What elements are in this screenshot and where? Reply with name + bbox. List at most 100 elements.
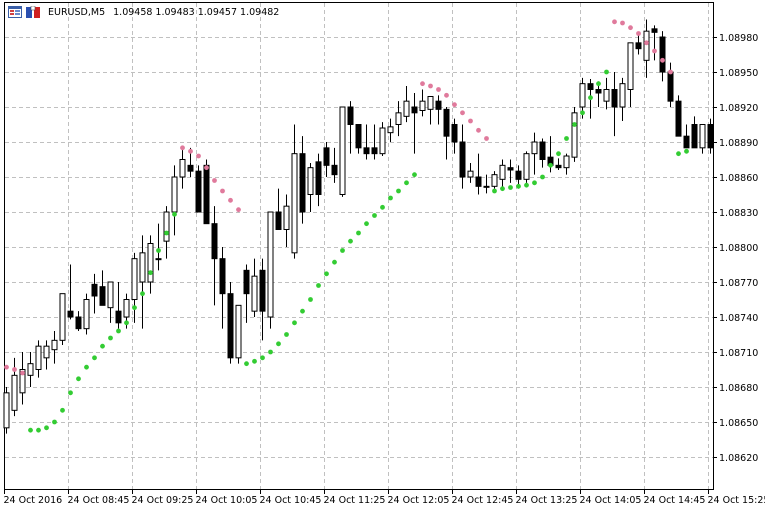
candle-bearish[interactable]	[203, 164, 210, 225]
candle-bullish[interactable]	[467, 170, 474, 178]
candle-bearish[interactable]	[331, 164, 338, 176]
candle-bullish[interactable]	[307, 167, 314, 196]
candle-bullish[interactable]	[283, 205, 290, 231]
candle-bullish[interactable]	[619, 83, 626, 108]
candle-bullish[interactable]	[483, 185, 490, 188]
candle-bearish[interactable]	[587, 83, 594, 90]
candle-bearish[interactable]	[355, 124, 362, 149]
candle-bearish[interactable]	[475, 176, 482, 187]
candle-bearish[interactable]	[611, 89, 618, 108]
candle-bearish[interactable]	[539, 141, 546, 160]
candle-bearish[interactable]	[707, 124, 714, 149]
candle-bearish[interactable]	[659, 36, 666, 73]
candle-bullish[interactable]	[43, 345, 50, 359]
candle-bullish[interactable]	[571, 112, 578, 158]
candle-bearish[interactable]	[515, 170, 522, 180]
candle-bullish[interactable]	[563, 155, 570, 169]
candle-bearish[interactable]	[315, 161, 322, 195]
candle-bearish[interactable]	[195, 170, 202, 213]
candle-bullish[interactable]	[3, 392, 10, 429]
candle-bearish[interactable]	[259, 269, 266, 312]
candle-bullish[interactable]	[627, 42, 634, 90]
candle-bearish[interactable]	[595, 89, 602, 94]
candle-bearish[interactable]	[635, 42, 642, 50]
candle-bearish[interactable]	[115, 310, 122, 324]
candle-bullish[interactable]	[83, 299, 90, 330]
candle-bullish[interactable]	[147, 243, 154, 283]
candle-bearish[interactable]	[299, 153, 306, 213]
candle-bullish[interactable]	[171, 176, 178, 213]
candle-bullish[interactable]	[427, 96, 434, 110]
candle-bullish[interactable]	[339, 106, 346, 195]
sar-dot-below	[44, 425, 49, 431]
candle-bullish[interactable]	[51, 339, 58, 351]
candle-bullish[interactable]	[531, 141, 538, 155]
candle-bearish[interactable]	[227, 293, 234, 359]
candle-bullish[interactable]	[395, 112, 402, 126]
candle-bearish[interactable]	[75, 316, 82, 330]
candle-bearish[interactable]	[667, 71, 674, 102]
candle-bullish[interactable]	[35, 345, 42, 370]
sar-dot-below	[540, 174, 545, 180]
candle-bearish[interactable]	[411, 106, 418, 114]
candle-bearish[interactable]	[67, 310, 74, 318]
candle-bullish[interactable]	[699, 124, 706, 149]
candle-bearish[interactable]	[363, 147, 370, 155]
candle-bullish[interactable]	[19, 369, 26, 394]
candle-bearish[interactable]	[187, 164, 194, 172]
candle-bearish[interactable]	[211, 223, 218, 260]
candle-bearish[interactable]	[683, 135, 690, 149]
candle-bullish[interactable]	[131, 258, 138, 300]
candle-bearish[interactable]	[435, 100, 442, 110]
trade-panel-icon[interactable]	[26, 5, 40, 18]
candle-bullish[interactable]	[59, 293, 66, 341]
sar-dot-below	[564, 136, 569, 141]
candle-bearish[interactable]	[459, 141, 466, 178]
candle-bearish[interactable]	[443, 108, 450, 137]
candle-bearish[interactable]	[555, 164, 562, 169]
candle-bearish[interactable]	[91, 283, 98, 297]
candle-bullish[interactable]	[267, 211, 274, 318]
candle-bullish[interactable]	[107, 281, 114, 309]
candle-bullish[interactable]	[603, 89, 610, 102]
candle-bearish[interactable]	[451, 124, 458, 143]
candle-bearish[interactable]	[275, 211, 282, 230]
candle-bullish[interactable]	[387, 126, 394, 134]
sar-dot-below	[100, 343, 105, 349]
candle-bullish[interactable]	[403, 100, 410, 117]
candle-bullish[interactable]	[155, 258, 162, 261]
candle-bearish[interactable]	[323, 147, 330, 166]
candle-bullish[interactable]	[235, 304, 242, 359]
candle-bearish[interactable]	[691, 124, 698, 149]
candle-bearish[interactable]	[219, 258, 226, 295]
candle-bullish[interactable]	[27, 363, 34, 376]
candle-bearish[interactable]	[651, 28, 658, 33]
candle-bearish[interactable]	[371, 147, 378, 155]
sar-dot-below	[124, 320, 129, 326]
candle-bearish[interactable]	[347, 106, 354, 125]
candle-bullish[interactable]	[163, 211, 170, 242]
candle-bullish[interactable]	[11, 374, 18, 411]
chart-window-icon[interactable]	[8, 6, 22, 18]
candle-bullish[interactable]	[643, 30, 650, 61]
candle-bullish[interactable]	[419, 100, 426, 111]
candle-bearish[interactable]	[675, 100, 682, 137]
candle-bullish[interactable]	[579, 83, 586, 108]
candle-bullish[interactable]	[523, 153, 530, 180]
candle-bearish[interactable]	[99, 286, 106, 306]
candle-bearish[interactable]	[507, 167, 514, 171]
candle-bullish[interactable]	[251, 275, 258, 312]
candle-bullish[interactable]	[291, 153, 298, 254]
sar-dot-above	[436, 87, 441, 92]
candle-bullish[interactable]	[379, 127, 386, 155]
sar-dot-above	[460, 110, 465, 116]
candle-bullish[interactable]	[499, 164, 506, 180]
candle-bullish[interactable]	[123, 299, 130, 318]
x-axis-label: 24 Oct 08:45	[68, 495, 130, 506]
candle-bullish[interactable]	[179, 159, 186, 178]
candle-bearish[interactable]	[243, 269, 250, 295]
candle-bullish[interactable]	[491, 174, 498, 187]
candle-bullish[interactable]	[139, 252, 146, 283]
